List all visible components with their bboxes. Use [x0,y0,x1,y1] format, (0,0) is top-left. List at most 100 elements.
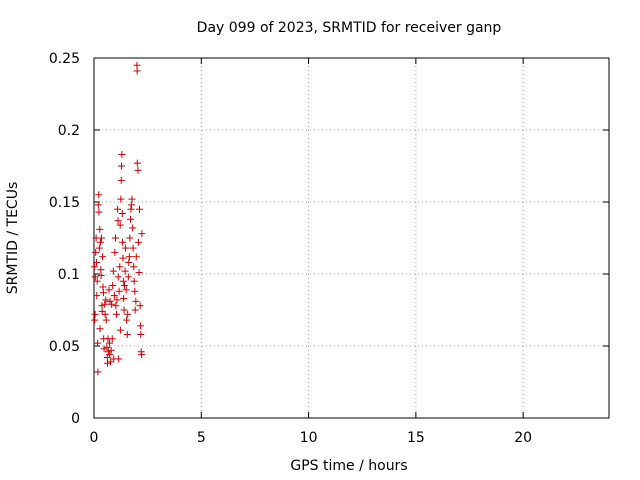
y-tick-label: 0.05 [49,339,80,355]
y-tick-label: 0 [71,411,80,427]
data-point [131,306,139,314]
data-point [115,287,123,295]
data-point [126,215,134,223]
data-point [114,205,122,213]
data-point [130,277,138,285]
data-point [91,273,99,281]
data-point [118,150,126,158]
data-point [104,359,112,367]
data-point [94,339,102,347]
data-point [121,267,129,275]
data-point [126,234,134,242]
data-point [115,355,123,363]
data-point [120,282,128,290]
data-point [111,234,119,242]
data-point [94,368,102,376]
data-point [117,195,125,203]
data-point [130,263,138,271]
data-point [95,191,103,199]
data-point [93,258,101,266]
data-point [118,210,126,218]
data-point [120,294,128,302]
data-point [99,253,107,261]
data-point [105,286,113,294]
data-point [114,273,122,281]
data-point [93,292,101,300]
data-point [119,254,127,262]
data-point [109,282,117,290]
data-point [119,238,127,246]
data-point [110,292,118,300]
data-point [116,221,124,229]
data-point [111,248,119,256]
data-point [138,351,146,359]
tick-layer: 0 5 10 15 20 0 0.05 0.1 0.15 0.2 0.25 [49,51,609,446]
x-axis-label: GPS time / hours [290,458,407,474]
x-tick-label: 5 [197,430,206,446]
data-point [117,162,125,170]
data-point [133,159,141,167]
data-point [106,297,114,305]
data-point [96,225,104,233]
x-tick-label: 10 [300,430,318,446]
data-point [91,310,99,318]
plot-frame [93,57,610,419]
data-point [102,316,110,324]
data-point [95,244,103,252]
x-tick-label: 20 [514,430,532,446]
x-tick-label: 0 [90,430,99,446]
data-point [135,269,143,277]
y-tick-label: 0.15 [49,195,80,211]
data-point [96,238,104,246]
data-point [107,358,115,366]
data-point [113,296,121,304]
y-axis-label: SRMTID / TECUs [5,182,21,295]
data-point [135,205,143,213]
data-point [122,286,130,294]
data-point [106,351,114,359]
data-point [138,230,146,238]
data-point [133,67,141,75]
data-point [95,208,103,216]
data-point [116,326,124,334]
data-point [101,300,109,308]
data-point [108,300,116,308]
y-tick-label: 0.2 [58,123,80,139]
data-point [119,277,127,285]
data-point [97,271,105,279]
data-point [128,195,136,203]
data-point [124,273,132,281]
data-point [134,238,142,246]
data-point [112,302,120,310]
data-point [117,176,125,184]
data-point [137,330,145,338]
data-point [132,297,140,305]
data-point [107,346,115,354]
data-point [105,339,113,347]
data-point [109,267,117,275]
grid-layer [94,58,609,418]
data-point [98,234,106,242]
data-point [127,205,135,213]
data-point [103,343,111,351]
x-tick-label: 15 [407,430,425,446]
y-tick-label: 0.25 [49,51,80,67]
data-point [93,277,101,285]
data-point [101,310,109,318]
data-point [136,302,144,310]
data-point [94,201,102,209]
data-point [90,263,98,271]
data-point [122,244,130,252]
y-tick-label: 0.1 [58,267,80,283]
data-point [131,287,139,295]
data-point [116,263,124,271]
data-point [134,166,142,174]
data-point [124,310,132,318]
data-point [114,217,122,225]
data-point [129,244,137,252]
data-point [132,253,140,261]
points-layer [90,61,146,376]
data-point [125,253,133,261]
data-point [120,306,128,314]
